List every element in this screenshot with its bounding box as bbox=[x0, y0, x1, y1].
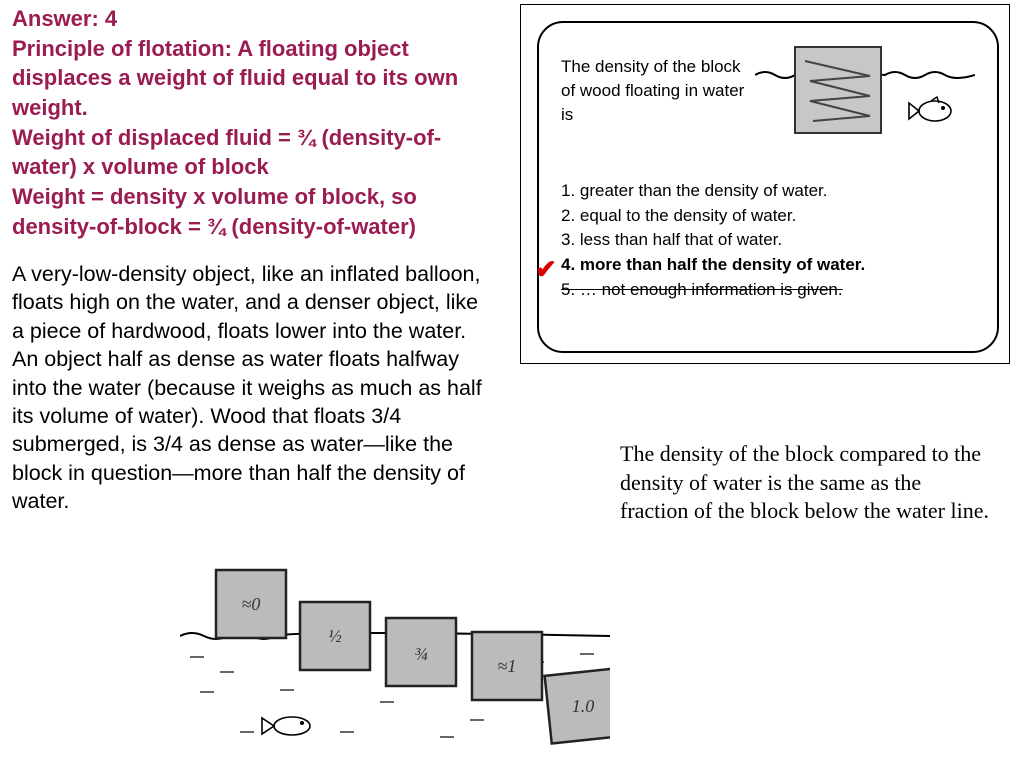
svg-text:½: ½ bbox=[328, 626, 342, 646]
block-0: ≈0 bbox=[216, 570, 286, 638]
svg-text:1.0: 1.0 bbox=[572, 696, 595, 716]
svg-text:≈0: ≈0 bbox=[242, 594, 261, 614]
block-approx1: ≈1 bbox=[472, 632, 542, 700]
quiz-inner: The density of the block of wood floatin… bbox=[537, 21, 999, 353]
block-half: ½ bbox=[300, 602, 370, 670]
answer-block: Answer: 4 Principle of flotation: A floa… bbox=[12, 4, 492, 242]
quiz-option: 3. less than half that of water. bbox=[561, 228, 975, 253]
answer-heading: Answer: 4 bbox=[12, 4, 492, 34]
blocks-svg: ≈0 ½ ¾ ≈1 1.0 bbox=[180, 562, 610, 752]
quiz-option-correct: 4. more than half the density of water. bbox=[561, 253, 975, 278]
block-sunk: 1.0 bbox=[545, 669, 610, 744]
answer-line3: Weight = density x volume of block, so d… bbox=[12, 182, 492, 241]
answer-line1: Principle of flotation: A floating objec… bbox=[12, 34, 492, 123]
side-note-text: The density of the block compared to the… bbox=[620, 441, 989, 523]
quiz-options: ✔ 1. greater than the density of water. … bbox=[561, 179, 975, 302]
blocks-diagram: ≈0 ½ ¾ ≈1 1.0 bbox=[180, 562, 610, 752]
explanation-paragraph: A very-low-density object, like an infla… bbox=[12, 260, 492, 515]
block-water-svg bbox=[755, 41, 975, 151]
quiz-panel: The density of the block of wood floatin… bbox=[520, 4, 1010, 364]
quiz-top-row: The density of the block of wood floatin… bbox=[561, 41, 975, 151]
explanation-text: A very-low-density object, like an infla… bbox=[12, 262, 482, 513]
svg-text:¾: ¾ bbox=[414, 644, 428, 664]
quiz-diagram bbox=[755, 41, 975, 151]
floating-block bbox=[795, 47, 881, 133]
answer-line2: Weight of displaced fluid = ¾ (density-o… bbox=[12, 123, 492, 182]
fish-icon bbox=[262, 717, 310, 735]
quiz-option-struck: 5. … not enough information is given. bbox=[561, 278, 975, 303]
block-threequarter: ¾ bbox=[386, 618, 456, 686]
checkmark-icon: ✔ bbox=[535, 251, 557, 289]
quiz-option: 2. equal to the density of water. bbox=[561, 204, 975, 229]
quiz-option: 1. greater than the density of water. bbox=[561, 179, 975, 204]
svg-text:≈1: ≈1 bbox=[498, 656, 517, 676]
fish-icon bbox=[909, 97, 951, 121]
quiz-question: The density of the block of wood floatin… bbox=[561, 41, 745, 126]
side-note: The density of the block compared to the… bbox=[620, 440, 990, 526]
